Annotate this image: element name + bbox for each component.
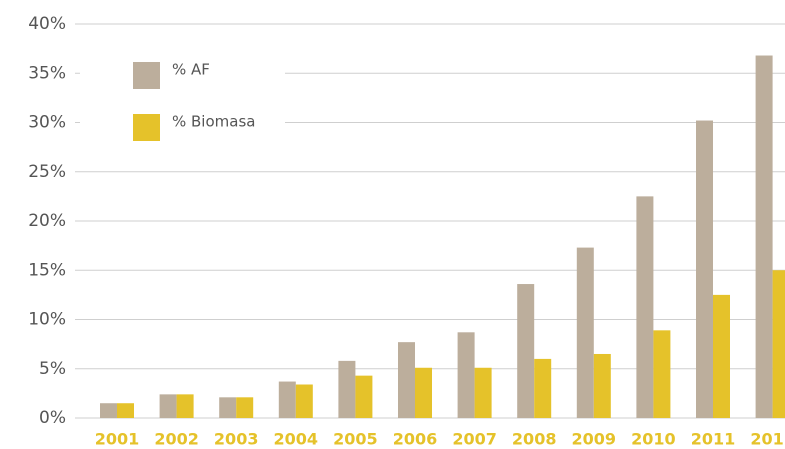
bar [772,270,785,418]
bar [593,353,611,418]
bar [278,381,296,418]
legend-label: % AF [172,61,210,79]
bar [117,403,134,418]
bar [415,367,432,418]
x-tick-label: 2002 [154,430,199,449]
bar [653,330,671,418]
bar [176,394,194,418]
bar [755,55,773,419]
x-tick-label: 2004 [274,430,319,449]
y-tick-label: 5% [39,359,66,379]
bar [636,196,654,418]
bar [159,394,177,418]
x-tick-label: 2005 [333,430,378,449]
x-tick-label: 2010 [631,430,676,449]
bar [696,120,713,418]
y-tick-label: 35% [28,63,66,83]
bar [457,332,475,418]
y-tick-label: 15% [28,260,66,280]
bar [474,367,492,418]
y-tick-label: 40% [28,14,66,34]
bar [236,397,254,418]
legend-swatch [133,114,160,141]
bar [576,247,594,418]
legend-background [80,50,285,142]
legend-label: % Biomasa [172,113,255,131]
y-tick-label: 20% [28,211,66,231]
bar [398,342,415,418]
legend-swatch [133,62,160,89]
x-tick-label: 2008 [512,430,557,449]
y-tick-label: 10% [28,310,66,330]
x-tick-label: 2011 [691,430,736,449]
bar [295,384,313,418]
bar [338,360,356,418]
y-tick-label: 25% [28,162,66,182]
x-tick-label: 2001 [95,430,140,449]
bar [100,403,117,418]
x-tick-label: 2006 [393,430,438,449]
bar [355,375,373,418]
bar [517,284,535,418]
x-tick-label: 2007 [452,430,497,449]
bar [219,397,237,418]
y-tick-label: 0% [39,408,66,428]
x-tick-label: 2003 [214,430,259,449]
x-tick-label: 2012 [750,430,785,449]
y-tick-label: 30% [28,113,66,133]
bar [713,294,730,418]
bar [534,358,552,418]
x-tick-label: 2009 [572,430,617,449]
